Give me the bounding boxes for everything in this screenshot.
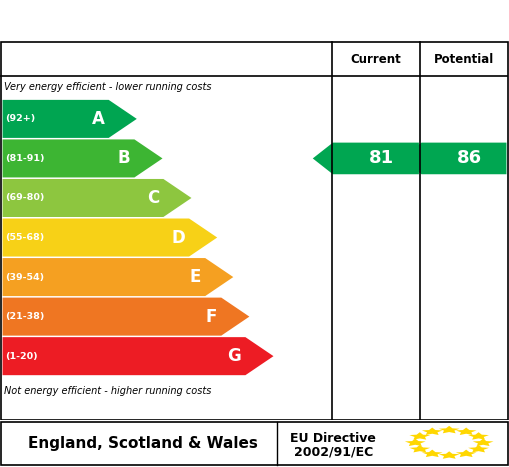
Text: Energy Efficiency Rating: Energy Efficiency Rating [92, 8, 417, 33]
Polygon shape [3, 219, 217, 256]
Text: (55-68): (55-68) [6, 233, 45, 242]
Text: B: B [118, 149, 130, 168]
Polygon shape [409, 432, 430, 439]
Text: D: D [172, 228, 185, 247]
Text: (1-20): (1-20) [6, 352, 38, 361]
Polygon shape [3, 179, 191, 217]
Text: A: A [92, 110, 105, 128]
Text: 81: 81 [369, 149, 393, 168]
Polygon shape [3, 297, 249, 336]
Text: G: G [228, 347, 241, 365]
Polygon shape [3, 337, 273, 375]
Text: (92+): (92+) [6, 114, 36, 123]
Polygon shape [468, 445, 489, 453]
Polygon shape [439, 426, 460, 433]
Text: England, Scotland & Wales: England, Scotland & Wales [27, 436, 258, 451]
Polygon shape [439, 451, 460, 459]
Text: Very energy efficient - lower running costs: Very energy efficient - lower running co… [4, 82, 212, 92]
Polygon shape [405, 439, 426, 446]
Polygon shape [456, 428, 476, 435]
Polygon shape [468, 432, 489, 439]
Polygon shape [401, 142, 506, 174]
Text: F: F [206, 308, 217, 325]
Text: Not energy efficient - higher running costs: Not energy efficient - higher running co… [4, 386, 211, 396]
Polygon shape [422, 450, 443, 457]
Text: EU Directive: EU Directive [291, 432, 376, 445]
Text: 2002/91/EC: 2002/91/EC [294, 446, 373, 459]
Polygon shape [473, 439, 494, 446]
Text: 86: 86 [457, 149, 482, 168]
Polygon shape [3, 100, 137, 138]
Polygon shape [409, 445, 430, 453]
Text: (81-91): (81-91) [6, 154, 45, 163]
Text: (69-80): (69-80) [6, 193, 45, 203]
Text: E: E [190, 268, 201, 286]
Polygon shape [313, 142, 419, 174]
Polygon shape [3, 140, 162, 177]
Polygon shape [3, 258, 233, 296]
Text: (39-54): (39-54) [6, 273, 45, 282]
Polygon shape [456, 450, 476, 457]
Text: (21-38): (21-38) [6, 312, 45, 321]
Text: Current: Current [351, 53, 402, 65]
Polygon shape [422, 428, 443, 435]
Text: C: C [147, 189, 159, 207]
Text: Potential: Potential [434, 53, 494, 65]
